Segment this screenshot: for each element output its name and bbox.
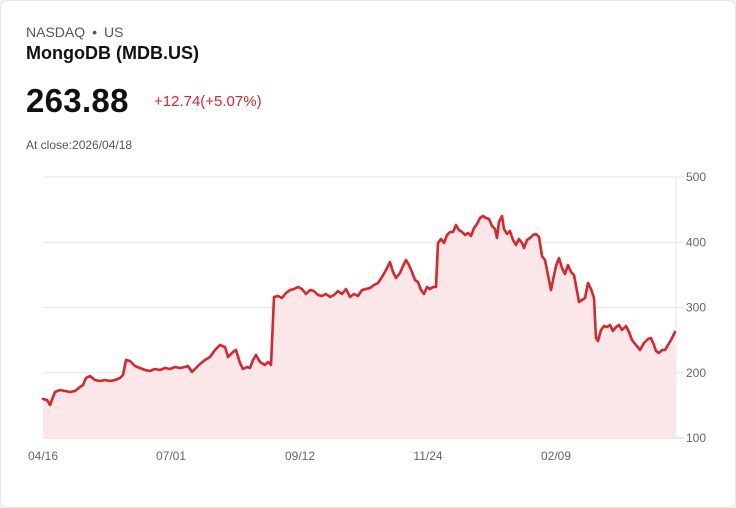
y-tick-label: 500 bbox=[686, 170, 706, 184]
y-tick-label: 400 bbox=[686, 235, 706, 249]
stock-price: 263.88 bbox=[26, 82, 129, 119]
price-area bbox=[43, 216, 675, 438]
separator-dot: • bbox=[92, 24, 98, 40]
x-tick-label: 02/09 bbox=[541, 449, 571, 463]
x-tick-label: 04/16 bbox=[28, 449, 58, 463]
x-tick-label: 09/12 bbox=[285, 449, 315, 463]
y-tick-label: 200 bbox=[686, 366, 706, 380]
price-line bbox=[41, 214, 677, 407]
region-label: US bbox=[104, 24, 124, 40]
y-axis-labels: 100 200 300 400 500 bbox=[686, 170, 706, 445]
price-change: +12.74(+5.07%) bbox=[154, 93, 262, 110]
close-date: At close:2026/04/18 bbox=[26, 138, 133, 152]
exchange-label: NASDAQ bbox=[26, 24, 86, 40]
y-tick-label: 300 bbox=[686, 301, 706, 315]
stock-name: MongoDB (MDB.US) bbox=[26, 43, 199, 63]
x-axis-labels: 04/16 07/01 09/12 11/24 02/09 bbox=[28, 449, 571, 463]
exchange-line: NASDAQ • US bbox=[26, 24, 123, 40]
x-tick-label: 11/24 bbox=[413, 449, 442, 463]
x-tick-label: 07/01 bbox=[156, 449, 186, 463]
y-tick-label: 100 bbox=[686, 431, 706, 445]
